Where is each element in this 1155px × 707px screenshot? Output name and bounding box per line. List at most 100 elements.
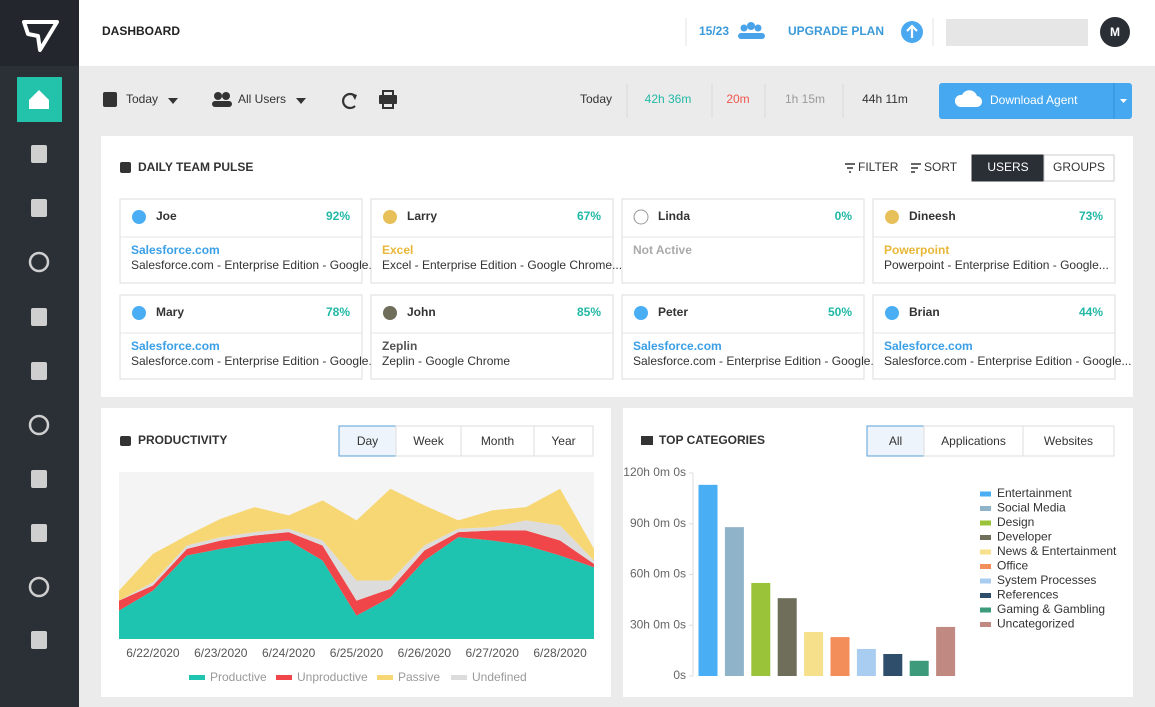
tab[interactable] [923,425,1024,457]
download-button[interactable] [939,83,1132,119]
user-app: Not Active [633,243,692,257]
view-toggle[interactable] [1043,154,1115,182]
print-icon[interactable] [379,95,397,104]
nav-icon[interactable] [28,251,50,273]
legend-swatch [980,578,991,584]
nav-icon[interactable] [28,576,50,598]
filter-button[interactable]: FILTER [858,160,899,174]
user-card[interactable] [872,294,1116,380]
user-score: 44% [1079,305,1103,319]
legend-label: News & Entertainment [997,544,1117,558]
user-card[interactable] [119,198,363,284]
bar [883,654,903,676]
view-label[interactable]: USERS [987,160,1028,174]
y-tick-label: 120h 0m 0s [623,465,686,479]
user-app: Powerpoint [884,243,949,257]
users-icon [738,22,765,39]
view-toggle[interactable] [971,154,1045,182]
filter-icon [845,163,855,173]
date-filter[interactable]: Today [126,92,158,106]
legend-label: Social Media [997,501,1066,515]
cloud-icon [954,90,983,108]
status-dot [132,210,146,224]
nav-icon[interactable] [28,414,50,436]
bar [751,582,771,676]
user-score: 85% [577,305,601,319]
user-card[interactable] [370,198,614,284]
user-card[interactable] [370,294,614,380]
bar [909,660,929,676]
nav-icon[interactable] [31,524,47,542]
nav-icon[interactable] [31,308,47,326]
sort-button[interactable]: SORT [924,160,958,174]
status-dot [383,306,397,320]
user-card[interactable] [621,294,865,380]
nav-icon[interactable] [29,90,49,109]
legend-label: Developer [997,530,1052,544]
x-tick-label: 6/25/2020 [330,646,384,660]
tab-label[interactable]: All [889,434,902,448]
user-score: 78% [326,305,350,319]
user-detail: Salesforce.com - Enterprise Edition - Go… [131,258,378,272]
nav-icon[interactable] [31,362,47,380]
legend-swatch [189,675,205,680]
nav-icon[interactable] [31,470,47,488]
logo-area [0,0,79,66]
legend-label: Passive [398,670,440,684]
tab-label[interactable]: Week [413,434,444,448]
tab-label[interactable]: Applications [941,434,1006,448]
legend-label: Design [997,515,1034,529]
y-tick-label: 60h 0m 0s [630,567,686,581]
tab-label[interactable]: Day [357,434,378,448]
avatar[interactable] [1100,17,1130,47]
caret[interactable] [1120,99,1127,103]
nav-icon[interactable] [31,145,47,163]
tab-label[interactable]: Month [481,434,514,448]
legend-swatch [980,593,991,598]
user-filter[interactable]: All Users [238,92,286,106]
tab[interactable] [1022,425,1115,457]
user-card[interactable] [621,198,865,284]
nav-icon[interactable] [31,199,47,217]
user-name: Mary [156,305,184,319]
download-label[interactable]: Download Agent [990,93,1078,107]
area [119,488,594,601]
caret [168,98,178,104]
tab[interactable] [533,425,594,457]
user-app: Excel [382,243,413,257]
caret [296,98,306,104]
user-detail: Salesforce.com - Enterprise Edition - Go… [131,354,378,368]
bar [724,527,744,676]
nav-icon[interactable] [31,631,47,649]
user-score: 50% [828,305,852,319]
bar [830,637,850,676]
user-app: Zeplin [382,339,417,353]
legend-label: References [997,588,1058,602]
view-label[interactable]: GROUPS [1053,160,1105,174]
legend-label: Uncategorized [997,617,1074,631]
tab-label[interactable]: Websites [1044,434,1093,448]
user-name: Larry [407,209,437,223]
legend-swatch [980,607,991,613]
upgrade-link[interactable]: UPGRADE PLAN [788,24,884,38]
y-tick-label: 0s [673,668,686,682]
x-tick-label: 6/24/2020 [262,646,316,660]
tab[interactable] [338,425,397,457]
user-card[interactable] [119,294,363,380]
user-card[interactable] [872,198,1116,284]
tab[interactable] [460,425,535,457]
refresh-icon[interactable] [342,92,356,110]
user-detail: Zeplin - Google Chrome [382,354,510,368]
legend-label: System Processes [997,573,1096,587]
logo[interactable] [22,20,59,52]
user-detail: Powerpoint - Enterprise Edition - Google… [884,258,1109,272]
search-box[interactable] [946,19,1088,46]
status-dot [633,209,649,225]
tab-label[interactable]: Year [551,434,575,448]
legend-swatch [980,549,991,555]
panel-title: TOP CATEGORIES [659,433,765,447]
upgrade-arrow [906,24,918,38]
tab[interactable] [395,425,462,457]
